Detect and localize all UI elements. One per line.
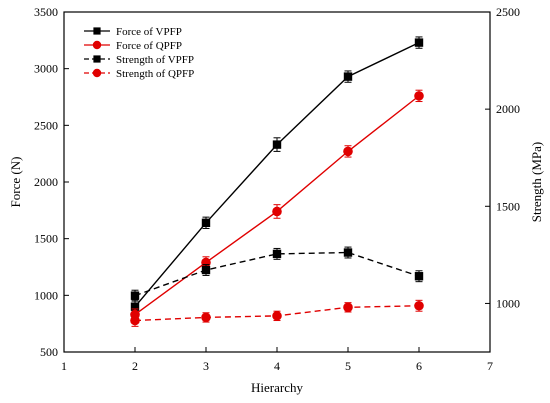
legend-item-4: Strength of QPFP [84,68,194,80]
legend-label: Strength of QPFP [116,68,194,80]
y-tick-label: 3500 [34,5,58,19]
legend-marker [92,68,102,78]
y-tick-label: 500 [40,345,58,359]
legend: Force of VPFP Force of QPFP Strength of VP… [84,26,194,80]
y-axis-label: Force (N) [8,157,23,208]
y-tick-label: 3000 [34,62,58,76]
x-tick-label: 3 [203,359,209,373]
x-tick-label: 2 [132,359,138,373]
plot-frame [63,11,491,353]
data-point [272,140,282,149]
series-line [134,251,420,297]
legend-item-1: Force of VPFP [84,26,182,38]
data-point [414,91,424,101]
x-tick-label: 5 [345,359,351,373]
x-axis-label: Hierarchy [251,380,303,395]
data-point [414,38,424,47]
x-tick-label: 6 [416,359,422,373]
legend-label: Force of QPFP [116,40,182,52]
legend-label: Force of VPFP [116,26,182,38]
data-point [201,218,211,227]
y2-tick-label: 1000 [496,296,520,310]
series-1 [130,36,424,314]
data-point [130,302,140,311]
legend-marker [92,40,102,50]
data-point [130,291,140,300]
data-point [343,248,353,257]
y2-tick-label: 2000 [496,102,520,116]
x-tick-label: 7 [487,359,493,373]
y-tick-label: 1000 [34,288,58,302]
series-line [134,41,420,308]
data-point [201,265,211,275]
data-point [130,315,140,326]
data-point [201,312,211,323]
legend-marker [93,27,101,35]
y-tick-label: 1500 [34,232,58,246]
series-3 [130,246,424,302]
y2-axis-label: Strength (MPa) [529,142,544,223]
x-tick-label: 1 [61,359,67,373]
data-point [414,272,424,281]
y-tick-label: 2500 [34,118,58,132]
y2-tick-label: 2500 [496,5,520,19]
legend-marker [93,55,101,63]
series-2 [130,89,424,321]
data-point [272,311,282,321]
data-point [272,206,282,217]
legend-item-3: Strength of VPFP [84,54,194,66]
series-4 [130,299,424,327]
data-point [343,146,353,157]
data-point [414,300,424,311]
series-layer [130,36,424,327]
data-point [343,72,353,81]
legend-label: Strength of VPFP [116,54,194,66]
tick-layer: 1 2 3 4 5 6 7 500 1000 1500 2000 2500 3000 3500 1000 15… [34,5,520,373]
y2-tick-label: 1500 [496,199,520,213]
y-tick-label: 2000 [34,175,58,189]
data-point [343,302,353,313]
x-tick-label: 4 [274,359,280,373]
data-point [272,249,282,259]
legend-item-2: Force of QPFP [84,40,182,52]
